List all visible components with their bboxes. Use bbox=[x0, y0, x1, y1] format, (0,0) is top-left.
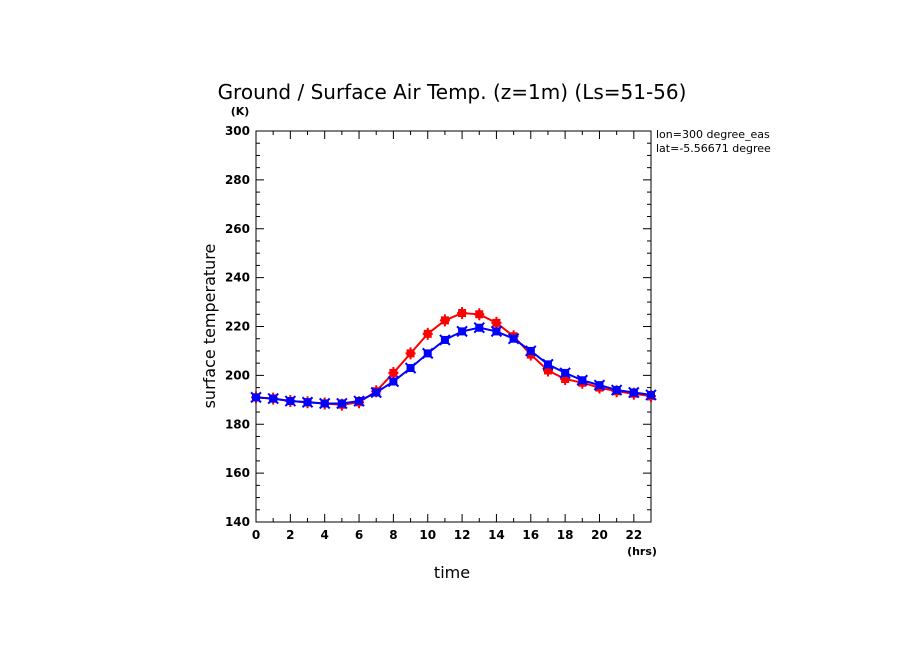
point-x-b bbox=[267, 392, 279, 405]
series-line bbox=[255, 326, 652, 405]
data-point bbox=[542, 358, 554, 371]
data-point bbox=[474, 308, 485, 321]
x-tick-label: 14 bbox=[488, 528, 505, 542]
lat-annotation: lat=-5.56671 degree bbox=[656, 142, 771, 155]
data-point bbox=[404, 362, 417, 374]
point-x-b bbox=[610, 384, 623, 396]
y-tick-label: 140 bbox=[225, 515, 250, 529]
x-tick-label: 12 bbox=[454, 528, 471, 542]
chart-title: Ground / Surface Air Temp. (z=1m) (Ls=51… bbox=[218, 80, 687, 104]
x-tick-label: 18 bbox=[557, 528, 574, 542]
point-x-b bbox=[593, 379, 606, 391]
y-tick-label: 300 bbox=[225, 124, 250, 138]
x-tick-label: 8 bbox=[389, 528, 397, 542]
x-tick-label: 22 bbox=[625, 528, 642, 542]
y-tick-label: 240 bbox=[225, 271, 250, 285]
point-x-b bbox=[490, 325, 503, 338]
data-point bbox=[336, 397, 348, 410]
point-x-b bbox=[404, 362, 417, 374]
point-x-b bbox=[439, 334, 451, 346]
point-x-b bbox=[301, 396, 314, 408]
y-tick-label: 200 bbox=[225, 368, 250, 382]
point-x-b bbox=[559, 367, 571, 379]
data-point bbox=[507, 333, 520, 345]
point-x-b bbox=[576, 374, 589, 386]
data-point bbox=[318, 397, 331, 410]
x-tick-label: 0 bbox=[252, 528, 260, 542]
data-point bbox=[388, 366, 399, 379]
x-tick-label: 4 bbox=[321, 528, 329, 542]
y-tick-label: 180 bbox=[225, 417, 250, 431]
data-point bbox=[405, 347, 416, 360]
point-x-b bbox=[387, 375, 400, 388]
data-point bbox=[610, 384, 623, 396]
data-point bbox=[267, 392, 279, 405]
data-point bbox=[628, 386, 640, 399]
y-tick-label: 260 bbox=[225, 222, 250, 236]
point-x-b bbox=[318, 397, 331, 410]
data-point bbox=[593, 379, 606, 391]
plot-frame bbox=[255, 130, 652, 523]
lon-annotation: lon=300 degree_eas bbox=[656, 128, 770, 141]
series-2 bbox=[250, 322, 657, 410]
data-point bbox=[439, 314, 450, 327]
data-point bbox=[559, 367, 571, 379]
data-point bbox=[284, 395, 297, 407]
data-point bbox=[473, 322, 485, 334]
point-x-b bbox=[250, 391, 262, 404]
point-x-b bbox=[336, 397, 348, 410]
point-x-b bbox=[645, 389, 657, 401]
data-point bbox=[457, 307, 468, 320]
point-x-b bbox=[370, 386, 382, 399]
x-tick-label: 20 bbox=[591, 528, 608, 542]
x-tick-label: 16 bbox=[522, 528, 539, 542]
x-axis-label: time bbox=[434, 563, 470, 582]
point-x-b bbox=[542, 358, 554, 371]
data-point bbox=[576, 374, 589, 386]
y-tick-label: 280 bbox=[225, 173, 250, 187]
data-point bbox=[250, 391, 262, 404]
point-x-b bbox=[628, 386, 640, 399]
data-point bbox=[645, 389, 657, 401]
data-point bbox=[525, 345, 537, 357]
y-tick-label: 160 bbox=[225, 466, 250, 480]
x-unit-label: (hrs) bbox=[627, 545, 657, 558]
data-point bbox=[491, 316, 502, 329]
series-line bbox=[255, 312, 652, 406]
point-x-b bbox=[284, 395, 297, 407]
x-tick-label: 10 bbox=[419, 528, 436, 542]
data-point bbox=[490, 325, 503, 338]
point-x-b bbox=[525, 345, 537, 357]
data-point bbox=[422, 347, 434, 360]
data-point bbox=[353, 395, 365, 407]
x-tick-label: 2 bbox=[286, 528, 294, 542]
data-point bbox=[456, 325, 468, 338]
data-point bbox=[439, 334, 451, 346]
plot-area: 0 2 4 6 8 10 12 14 16 18 20 22 140 160 180 200 220 240 260… bbox=[225, 124, 657, 542]
data-point bbox=[370, 386, 382, 399]
y-tick-label: 220 bbox=[225, 320, 250, 334]
point-x-b bbox=[456, 325, 468, 338]
point-x-b bbox=[473, 322, 485, 334]
series-1 bbox=[251, 307, 656, 411]
y-axis-label: surface temperature bbox=[200, 244, 219, 409]
x-tick-label: 6 bbox=[355, 528, 363, 542]
data-point bbox=[301, 396, 314, 408]
point-x-b bbox=[422, 347, 434, 360]
data-point bbox=[422, 327, 433, 340]
data-point bbox=[387, 375, 400, 388]
y-unit-label: (K) bbox=[231, 105, 250, 118]
point-x-b bbox=[353, 395, 365, 407]
point-x-b bbox=[507, 333, 520, 345]
